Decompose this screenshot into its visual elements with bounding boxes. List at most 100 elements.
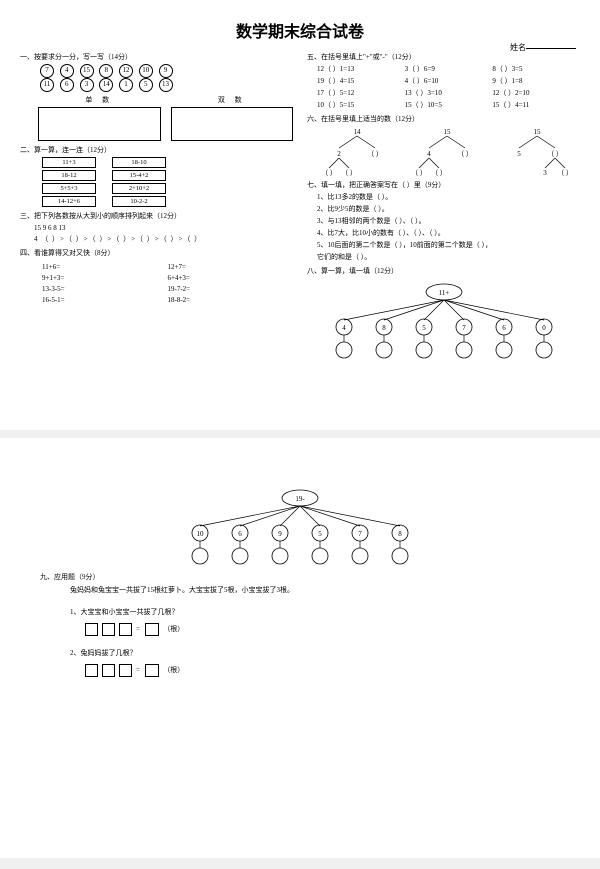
q9-title: 九、应用题（9分） [40,572,580,582]
q5-cell: 9（ ）1=8 [492,76,580,86]
q5-title: 五、在括号里填上"+"或"-"（12分） [307,52,580,62]
q3-title: 三、把下列各数按从大到小的顺序排列起来（12分） [20,211,293,221]
eq: 9+1+3= [42,274,168,282]
num-circle: 7 [40,64,54,78]
svg-text:8: 8 [398,530,402,538]
exam-page-1: 数学期末综合试卷 姓名 一、按要求分一分，写一写（14分） 7 4 15 8 1… [0,0,600,430]
svg-text:15: 15 [444,128,452,136]
num-circle: 9 [159,64,173,78]
op-box [102,623,115,636]
right-column: 五、在括号里填上"+"或"-"（12分） 12（ ）1=133（ ）6=98（ … [307,48,580,364]
svg-text:（ ）: （ ） [367,150,383,158]
num-circle: 15 [80,64,94,78]
q9-intro: 兔妈妈和兔宝宝一共拔了15根红萝卜。大宝宝拔了5根，小宝宝拔了3根。 [70,585,580,595]
eq-line-2: = （根） [84,664,580,677]
svg-text:19-: 19- [295,495,305,503]
svg-text:10: 10 [197,530,205,538]
svg-text:14: 14 [354,128,362,136]
svg-text:（ ）: （ ） [557,169,573,176]
even-rect [171,107,294,141]
q8-tree2: 19- 10 6 9 5 7 8 [20,486,580,568]
svg-text:11+: 11+ [438,289,449,297]
input-box [85,664,98,677]
q7-item: 1、比13多2的数是（ ）。 [317,192,580,202]
num-circle: 3 [80,78,94,92]
q7-title: 七、填一填，把正确答案写在（ ）里（9分） [307,180,580,190]
svg-text:7: 7 [462,324,466,332]
svg-text:（ ）: （ ） [411,169,427,176]
q9-sub1: 1、大宝宝和小宝宝一共拔了几根？ [70,607,580,617]
eq: 13-3-5= [42,285,168,293]
odd-even-boxes: 单 数 双 数 [38,95,293,141]
calc-box: 14-12+6 [42,196,96,207]
svg-text:（ ）: （ ） [431,169,447,176]
q5-cell: 17（ ）5=12 [317,88,405,98]
calc-box: 5+5+3 [42,183,96,194]
odd-label: 单 数 [38,95,161,105]
q5-cell: 12（ ）1=13 [317,64,405,74]
q8-tree1: 11+ 4 8 5 7 6 0 [307,280,580,360]
q4-grid: 11+6= 9+1+3= 13-3-5= 16-5-1= 12+7= 6+4+3… [42,260,293,307]
input-box [119,664,132,677]
calc-box: 11+3 [42,157,96,168]
q5-grid: 12（ ）1=133（ ）6=98（ ）3=5 19（ ）4=154（ ）6=1… [317,64,580,110]
q8-title: 八、算一算，填一填（12分） [307,266,580,276]
q5-cell: 4（ ）6=10 [405,76,493,86]
svg-text:（ ）: （ ） [457,150,473,158]
eq: 12+7= [168,263,294,271]
exam-title: 数学期末综合试卷 [20,18,580,42]
num-circle: 11 [40,78,54,92]
q2-pairs: 11+3 18-10 18-12 15-4+2 5+5+3 2+10+2 14-12+… [42,157,293,207]
q9: 九、应用题（9分） 兔妈妈和兔宝宝一共拔了15根红萝卜。大宝宝拔了5根，小宝宝拔… [70,572,580,677]
calc-box: 15-4+2 [112,170,166,181]
q7-item: 5、10后面的第二个数是（ ），10前面的第二个数是（ ）， [317,240,580,250]
num-circle: 13 [159,78,173,92]
num-circle: 4 [60,64,74,78]
op-box [102,664,115,677]
svg-text:4: 4 [342,324,346,332]
q5-cell: 3（ ）6=9 [405,64,493,74]
svg-text:（ ）: （ ） [341,169,357,176]
svg-text:6: 6 [502,324,506,332]
q1-circles: 7 4 15 8 12 10 9 11 6 3 14 1 5 13 [38,64,293,92]
num-circle: 14 [99,78,113,92]
q5-cell: 10（ ）5=15 [317,100,405,110]
num-circle: 10 [139,64,153,78]
eq: 18-8-2= [168,296,294,304]
svg-text:9: 9 [278,530,282,538]
q1-title: 一、按要求分一分，写一写（14分） [20,52,293,62]
q3-nums: 15 9 6 8 13 [34,224,293,232]
q5-cell: 12（ ）2=10 [492,88,580,98]
svg-text:0: 0 [542,324,546,332]
calc-box: 18-10 [112,157,166,168]
q2-title: 二、算一算，连一连（12分） [20,145,293,155]
q4-title: 四、看谁算得又对又快（8分） [20,248,293,258]
eq-line-1: = （根） [84,623,580,636]
q7-item: 它们的和是（ ）。 [317,252,580,262]
q5-cell: 19（ ）4=15 [317,76,405,86]
svg-text:6: 6 [238,530,242,538]
q5-cell: 13（ ）3=10 [405,88,493,98]
svg-text:8: 8 [382,324,386,332]
svg-text:7: 7 [358,530,362,538]
q9-sub2: 2、兔妈妈拔了几根？ [70,648,580,658]
q7-item: 3、与13相邻的两个数是（ ）、（ ）。 [317,216,580,226]
q7-item: 2、比9少5的数是（ ）。 [317,204,580,214]
svg-text:15: 15 [534,128,542,136]
svg-text:5: 5 [422,324,426,332]
calc-box: 10-2-2 [112,196,166,207]
eq: 19-7-2= [168,285,294,293]
exam-page-2: 19- 10 6 9 5 7 8 [0,438,600,858]
eq: 16-5-1= [42,296,168,304]
q5-cell: 8（ ）3=5 [492,64,580,74]
calc-box: 2+10+2 [112,183,166,194]
two-columns: 一、按要求分一分，写一写（14分） 7 4 15 8 12 10 9 11 6 … [20,48,580,364]
num-circle: 1 [119,78,133,92]
svg-text:（ ）: （ ） [321,169,337,176]
svg-text:3: 3 [543,169,547,176]
svg-text:2: 2 [337,150,341,158]
q6-trees: 14 2（ ） （ ）（ ） 15 4（ ） [317,126,580,176]
calc-box: 18-12 [42,170,96,181]
ans-box [145,664,159,677]
input-box [119,623,132,636]
